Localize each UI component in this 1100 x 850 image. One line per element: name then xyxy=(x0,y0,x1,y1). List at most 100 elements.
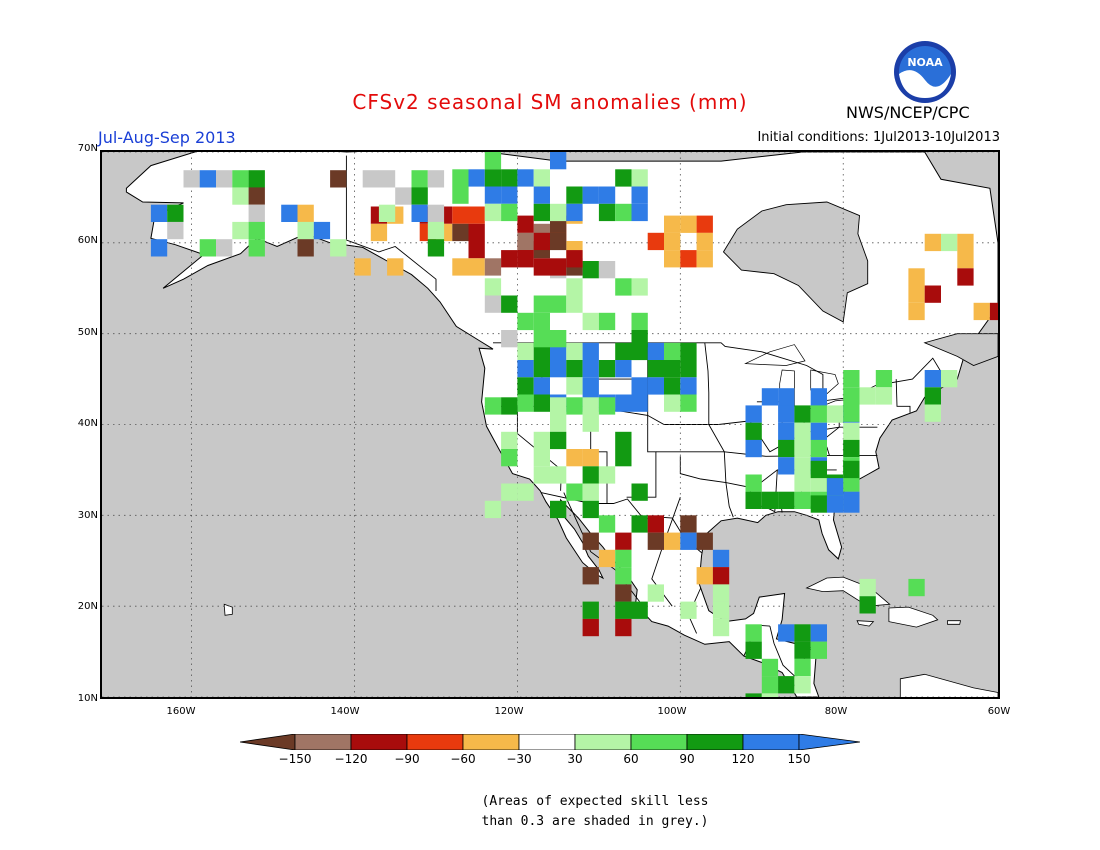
anomaly-cell xyxy=(484,203,502,222)
anomaly-cell xyxy=(330,239,347,257)
anomaly-cell xyxy=(615,203,632,222)
anomaly-cell xyxy=(183,170,200,188)
anomaly-cell xyxy=(598,549,616,568)
anomaly-cell xyxy=(582,449,599,467)
anomaly-cell xyxy=(745,624,762,642)
anomaly-cell xyxy=(533,449,550,467)
anomaly-cell xyxy=(199,239,216,257)
anomaly-cell xyxy=(647,342,664,361)
anomaly-cell xyxy=(501,397,518,415)
anomaly-cell xyxy=(810,388,827,406)
anomaly-cell xyxy=(582,377,599,395)
colorbar-segment xyxy=(518,734,576,750)
anomaly-cell xyxy=(664,232,681,251)
anomaly-cell xyxy=(924,387,941,405)
anomaly-cell xyxy=(778,388,795,406)
anomaly-cell xyxy=(924,285,941,303)
anomaly-map xyxy=(102,152,998,697)
anomaly-cell xyxy=(680,377,697,395)
anomaly-cell xyxy=(664,532,681,550)
noaa-logo: NOAA xyxy=(894,41,956,103)
anomaly-cell xyxy=(248,187,265,205)
anomaly-cell xyxy=(378,170,396,188)
anomaly-cell xyxy=(199,170,216,188)
anomaly-cell xyxy=(362,170,379,188)
anomaly-cell xyxy=(468,241,485,259)
colorbar-segment xyxy=(406,734,464,750)
anomaly-cell xyxy=(232,170,249,188)
anomaly-cell xyxy=(680,215,697,233)
anomaly-cell xyxy=(517,360,534,378)
colorbar-arrow-high xyxy=(798,734,860,750)
lon-tick-160w: 160W xyxy=(166,706,196,717)
anomaly-cell xyxy=(378,204,396,222)
anomaly-cell xyxy=(533,466,550,484)
anomaly-cell xyxy=(452,206,469,224)
colorbar-label: −30 xyxy=(506,752,532,766)
anomaly-cell xyxy=(843,495,860,513)
colorbar-label: −120 xyxy=(334,752,368,766)
anomaly-cell xyxy=(680,515,697,533)
anomaly-cell xyxy=(484,295,502,313)
anomaly-cell xyxy=(810,460,827,479)
anomaly-cell xyxy=(875,387,893,405)
anomaly-cell xyxy=(989,302,998,321)
anomaly-cell xyxy=(566,483,583,501)
anomaly-cell xyxy=(647,584,664,602)
anomaly-cell xyxy=(680,342,697,361)
anomaly-cell xyxy=(843,404,860,422)
anomaly-cell xyxy=(566,250,583,268)
gulf-st-lawrence xyxy=(923,333,998,366)
anomaly-cell xyxy=(167,204,184,222)
map-title: CFSv2 seasonal SM anomalies (mm) xyxy=(352,90,748,114)
anomaly-cell xyxy=(517,377,534,395)
anomaly-cell xyxy=(501,330,518,348)
lon-tick-100w: 100W xyxy=(657,706,687,717)
state-border-ny xyxy=(895,379,911,413)
anomaly-cell xyxy=(615,584,632,602)
anomaly-cell xyxy=(778,439,795,458)
anomaly-cell xyxy=(631,312,648,331)
anomaly-cell xyxy=(598,515,616,533)
cuba-island xyxy=(805,576,891,607)
anomaly-cell xyxy=(957,233,974,252)
anomaly-cell xyxy=(794,474,811,492)
lon-tick-60w: 60W xyxy=(987,706,1011,717)
anomaly-cell xyxy=(582,500,599,519)
anomaly-cell xyxy=(395,187,412,205)
colorbar-segment xyxy=(630,734,688,750)
anomaly-cell xyxy=(550,330,567,348)
anomaly-cell xyxy=(248,204,265,222)
anomaly-cell xyxy=(533,330,550,348)
anomaly-cell xyxy=(745,491,762,509)
anomaly-cell xyxy=(631,394,648,412)
anomaly-cell xyxy=(924,370,941,388)
anomaly-cell xyxy=(631,330,648,348)
anomaly-cell xyxy=(598,466,616,484)
anomaly-cell xyxy=(631,203,648,222)
anomaly-cell xyxy=(615,278,632,296)
colorbar xyxy=(240,734,860,750)
anomaly-cell xyxy=(484,169,502,187)
hispaniola-island xyxy=(888,606,939,628)
anomaly-cell xyxy=(778,624,795,642)
anomaly-cell xyxy=(631,483,648,501)
anomaly-cell xyxy=(427,170,445,188)
anomaly-cell xyxy=(843,370,860,388)
anomaly-cell xyxy=(550,203,567,222)
anomaly-cell xyxy=(598,203,616,222)
anomaly-cell xyxy=(631,601,648,619)
anomaly-cell xyxy=(566,186,583,204)
map-area xyxy=(100,150,1000,699)
anomaly-cell xyxy=(696,567,713,585)
anomaly-cell xyxy=(615,360,632,378)
season-label: Jul-Aug-Sep 2013 xyxy=(98,128,236,147)
anomaly-cell xyxy=(631,278,648,296)
anomaly-cell xyxy=(794,491,811,509)
anomaly-cell xyxy=(566,295,583,313)
anomaly-cell xyxy=(582,567,599,585)
anomaly-cell xyxy=(582,601,599,619)
anomaly-cell xyxy=(615,601,632,619)
anomaly-cell xyxy=(843,439,860,458)
anomaly-cell xyxy=(484,397,502,415)
